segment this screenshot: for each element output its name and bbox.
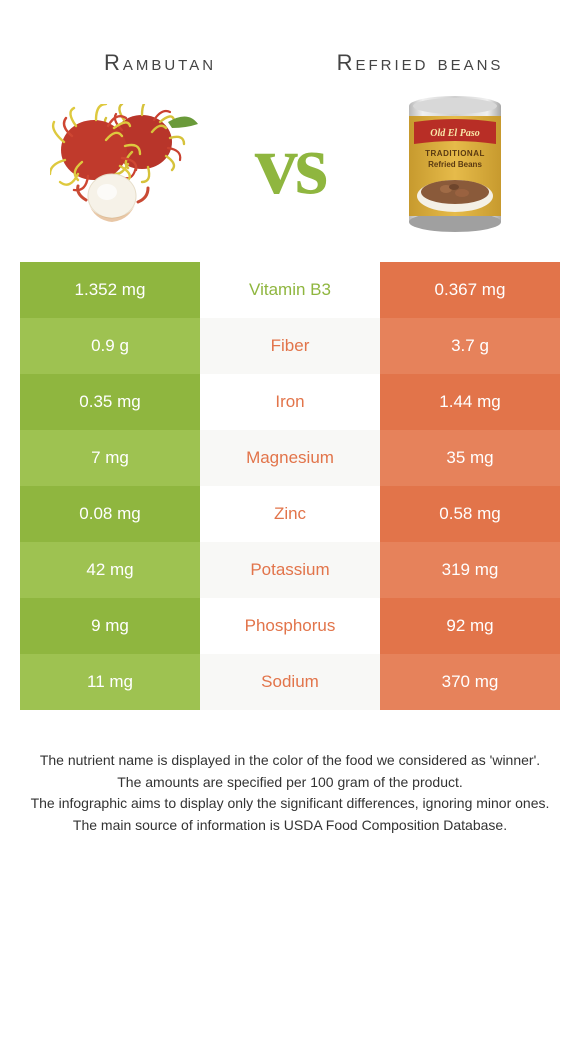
comparison-table: 1.352 mgVitamin B30.367 mg0.9 gFiber3.7 … bbox=[20, 262, 560, 710]
nutrient-name: Phosphorus bbox=[200, 598, 380, 654]
footer-notes: The nutrient name is displayed in the co… bbox=[0, 740, 580, 847]
left-value: 42 mg bbox=[20, 542, 200, 598]
nutrient-name: Magnesium bbox=[200, 430, 380, 486]
table-row: 0.35 mgIron1.44 mg bbox=[20, 374, 560, 430]
right-value: 92 mg bbox=[380, 598, 560, 654]
nutrient-name: Vitamin B3 bbox=[200, 262, 380, 318]
header-right: Refried beans bbox=[290, 50, 550, 76]
left-value: 1.352 mg bbox=[20, 262, 200, 318]
right-title: Refried beans bbox=[290, 50, 550, 76]
svg-text:TRADITIONAL: TRADITIONAL bbox=[425, 149, 485, 158]
header: Rambutan Refried beans bbox=[0, 0, 580, 76]
left-value: 7 mg bbox=[20, 430, 200, 486]
right-value: 3.7 g bbox=[380, 318, 560, 374]
table-row: 9 mgPhosphorus92 mg bbox=[20, 598, 560, 654]
footer-line: The infographic aims to display only the… bbox=[20, 793, 560, 815]
left-value: 9 mg bbox=[20, 598, 200, 654]
left-value: 0.9 g bbox=[20, 318, 200, 374]
table-row: 1.352 mgVitamin B30.367 mg bbox=[20, 262, 560, 318]
vs-row: vs Old El Paso bbox=[0, 76, 580, 262]
footer-line: The amounts are specified per 100 gram o… bbox=[20, 772, 560, 794]
nutrient-name: Zinc bbox=[200, 486, 380, 542]
table-row: 7 mgMagnesium35 mg bbox=[20, 430, 560, 486]
table-row: 0.08 mgZinc0.58 mg bbox=[20, 486, 560, 542]
table-row: 0.9 gFiber3.7 g bbox=[20, 318, 560, 374]
table-row: 42 mgPotassium319 mg bbox=[20, 542, 560, 598]
footer-line: The nutrient name is displayed in the co… bbox=[20, 750, 560, 772]
left-value: 11 mg bbox=[20, 654, 200, 710]
svg-text:Refried Beans: Refried Beans bbox=[428, 160, 482, 169]
nutrient-name: Sodium bbox=[200, 654, 380, 710]
left-value: 0.35 mg bbox=[20, 374, 200, 430]
rambutan-image bbox=[45, 94, 205, 234]
right-value: 0.58 mg bbox=[380, 486, 560, 542]
right-value: 35 mg bbox=[380, 430, 560, 486]
nutrient-name: Potassium bbox=[200, 542, 380, 598]
header-left: Rambutan bbox=[30, 50, 290, 76]
right-value: 1.44 mg bbox=[380, 374, 560, 430]
right-value: 370 mg bbox=[380, 654, 560, 710]
refried-beans-image: Old El Paso TRADITIONAL Refried Beans bbox=[375, 94, 535, 234]
left-title: Rambutan bbox=[30, 50, 290, 76]
vs-label: vs bbox=[205, 114, 375, 214]
svg-text:Old El Paso: Old El Paso bbox=[430, 128, 479, 139]
table-row: 11 mgSodium370 mg bbox=[20, 654, 560, 710]
footer-line: The main source of information is USDA F… bbox=[20, 815, 560, 837]
right-value: 319 mg bbox=[380, 542, 560, 598]
nutrient-name: Iron bbox=[200, 374, 380, 430]
left-value: 0.08 mg bbox=[20, 486, 200, 542]
right-value: 0.367 mg bbox=[380, 262, 560, 318]
nutrient-name: Fiber bbox=[200, 318, 380, 374]
